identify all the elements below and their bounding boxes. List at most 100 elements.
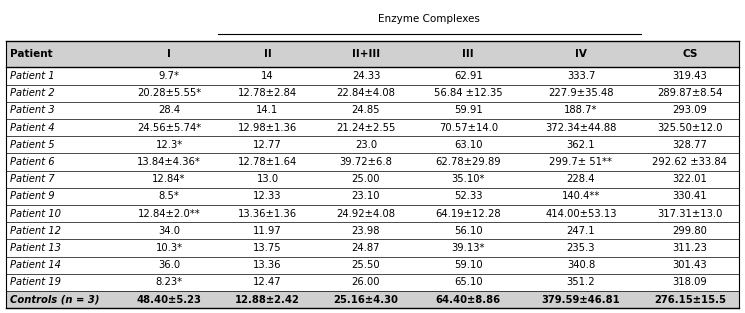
Text: 362.1: 362.1 bbox=[567, 140, 595, 150]
Text: 333.7: 333.7 bbox=[567, 71, 595, 81]
Text: 24.92±4.08: 24.92±4.08 bbox=[337, 209, 396, 218]
Text: Patient: Patient bbox=[10, 49, 53, 59]
Text: 24.87: 24.87 bbox=[352, 243, 380, 253]
Text: III: III bbox=[463, 49, 474, 59]
Text: 22.84±4.08: 22.84±4.08 bbox=[337, 88, 396, 98]
Text: 63.10: 63.10 bbox=[454, 140, 483, 150]
Text: Patient 3: Patient 3 bbox=[10, 105, 55, 115]
Bar bbox=[6, 291, 739, 308]
Text: 13.36±1.36: 13.36±1.36 bbox=[238, 209, 297, 218]
Text: 311.23: 311.23 bbox=[673, 243, 707, 253]
Text: 140.4**: 140.4** bbox=[562, 192, 600, 201]
Text: 56.84 ±12.35: 56.84 ±12.35 bbox=[434, 88, 503, 98]
Text: 24.56±5.74*: 24.56±5.74* bbox=[137, 123, 201, 132]
Text: Controls (n = 3): Controls (n = 3) bbox=[10, 295, 100, 305]
Text: IV: IV bbox=[575, 49, 587, 59]
Text: 322.01: 322.01 bbox=[673, 174, 707, 184]
Text: Patient 4: Patient 4 bbox=[10, 123, 55, 132]
Text: 289.87±8.54: 289.87±8.54 bbox=[657, 88, 723, 98]
Text: II: II bbox=[264, 49, 271, 59]
Text: 52.33: 52.33 bbox=[454, 192, 483, 201]
Text: 13.84±4.36*: 13.84±4.36* bbox=[137, 157, 201, 167]
Text: 48.40±5.23: 48.40±5.23 bbox=[136, 295, 201, 305]
Text: 56.10: 56.10 bbox=[454, 226, 483, 236]
Text: 318.09: 318.09 bbox=[673, 278, 707, 287]
Text: 12.47: 12.47 bbox=[253, 278, 282, 287]
Text: 25.50: 25.50 bbox=[352, 260, 380, 270]
Text: 414.00±53.13: 414.00±53.13 bbox=[545, 209, 617, 218]
Text: 276.15±15.5: 276.15±15.5 bbox=[654, 295, 726, 305]
Text: 228.4: 228.4 bbox=[567, 174, 595, 184]
Text: 64.19±12.28: 64.19±12.28 bbox=[436, 209, 501, 218]
Text: 351.2: 351.2 bbox=[567, 278, 595, 287]
Text: 39.13*: 39.13* bbox=[451, 243, 485, 253]
Text: 24.33: 24.33 bbox=[352, 71, 380, 81]
Text: 8.5*: 8.5* bbox=[159, 192, 180, 201]
Text: 247.1: 247.1 bbox=[567, 226, 595, 236]
Text: 301.43: 301.43 bbox=[673, 260, 707, 270]
Text: 372.34±44.88: 372.34±44.88 bbox=[545, 123, 617, 132]
Text: Patient 12: Patient 12 bbox=[10, 226, 61, 236]
Text: 12.98±1.36: 12.98±1.36 bbox=[238, 123, 297, 132]
Text: 188.7*: 188.7* bbox=[564, 105, 597, 115]
Text: 11.97: 11.97 bbox=[253, 226, 282, 236]
Text: 24.85: 24.85 bbox=[352, 105, 380, 115]
Text: 8.23*: 8.23* bbox=[156, 278, 183, 287]
Text: 12.77: 12.77 bbox=[253, 140, 282, 150]
Text: Patient 10: Patient 10 bbox=[10, 209, 61, 218]
Text: 12.78±1.64: 12.78±1.64 bbox=[238, 157, 297, 167]
Text: Patient 6: Patient 6 bbox=[10, 157, 55, 167]
Text: 62.78±29.89: 62.78±29.89 bbox=[436, 157, 501, 167]
Text: 13.75: 13.75 bbox=[253, 243, 282, 253]
Text: 14.1: 14.1 bbox=[256, 105, 279, 115]
Text: 25.16±4.30: 25.16±4.30 bbox=[334, 295, 399, 305]
Text: 23.0: 23.0 bbox=[355, 140, 377, 150]
Text: 12.33: 12.33 bbox=[253, 192, 282, 201]
Text: Enzyme Complexes: Enzyme Complexes bbox=[378, 14, 481, 24]
Text: 64.40±8.86: 64.40±8.86 bbox=[436, 295, 501, 305]
Text: 23.98: 23.98 bbox=[352, 226, 380, 236]
Text: 317.31±13.0: 317.31±13.0 bbox=[657, 209, 723, 218]
Text: 12.88±2.42: 12.88±2.42 bbox=[235, 295, 300, 305]
Text: 28.4: 28.4 bbox=[158, 105, 180, 115]
Text: 39.72±6.8: 39.72±6.8 bbox=[340, 157, 393, 167]
Text: 319.43: 319.43 bbox=[673, 71, 707, 81]
Text: 10.3*: 10.3* bbox=[156, 243, 183, 253]
Text: 36.0: 36.0 bbox=[158, 260, 180, 270]
Text: 328.77: 328.77 bbox=[673, 140, 707, 150]
Text: 299.7± 51**: 299.7± 51** bbox=[550, 157, 612, 167]
Text: 12.84*: 12.84* bbox=[152, 174, 186, 184]
Text: 9.7*: 9.7* bbox=[159, 71, 180, 81]
Text: 70.57±14.0: 70.57±14.0 bbox=[439, 123, 498, 132]
Text: Patient 19: Patient 19 bbox=[10, 278, 61, 287]
Text: 379.59±46.81: 379.59±46.81 bbox=[542, 295, 621, 305]
Text: 340.8: 340.8 bbox=[567, 260, 595, 270]
Text: 325.50±12.0: 325.50±12.0 bbox=[657, 123, 723, 132]
Text: 25.00: 25.00 bbox=[352, 174, 380, 184]
Text: Patient 9: Patient 9 bbox=[10, 192, 55, 201]
Text: 14: 14 bbox=[261, 71, 274, 81]
Text: 227.9±35.48: 227.9±35.48 bbox=[548, 88, 614, 98]
Text: Patient 13: Patient 13 bbox=[10, 243, 61, 253]
Text: Patient 7: Patient 7 bbox=[10, 174, 55, 184]
Text: 299.80: 299.80 bbox=[673, 226, 707, 236]
Text: 62.91: 62.91 bbox=[454, 71, 483, 81]
Text: II+III: II+III bbox=[352, 49, 380, 59]
Text: 34.0: 34.0 bbox=[158, 226, 180, 236]
Text: Patient 1: Patient 1 bbox=[10, 71, 55, 81]
Text: 65.10: 65.10 bbox=[454, 278, 483, 287]
Text: 293.09: 293.09 bbox=[673, 105, 707, 115]
Text: 23.10: 23.10 bbox=[352, 192, 380, 201]
Text: 12.78±2.84: 12.78±2.84 bbox=[238, 88, 297, 98]
Bar bbox=[6, 41, 739, 67]
Text: 13.0: 13.0 bbox=[256, 174, 279, 184]
Text: 35.10*: 35.10* bbox=[451, 174, 485, 184]
Text: Patient 2: Patient 2 bbox=[10, 88, 55, 98]
Text: Patient 14: Patient 14 bbox=[10, 260, 61, 270]
Text: 20.28±5.55*: 20.28±5.55* bbox=[137, 88, 201, 98]
Text: 292.62 ±33.84: 292.62 ±33.84 bbox=[653, 157, 727, 167]
Text: CS: CS bbox=[682, 49, 697, 59]
Text: 330.41: 330.41 bbox=[673, 192, 707, 201]
Text: 12.3*: 12.3* bbox=[156, 140, 183, 150]
Text: 235.3: 235.3 bbox=[567, 243, 595, 253]
